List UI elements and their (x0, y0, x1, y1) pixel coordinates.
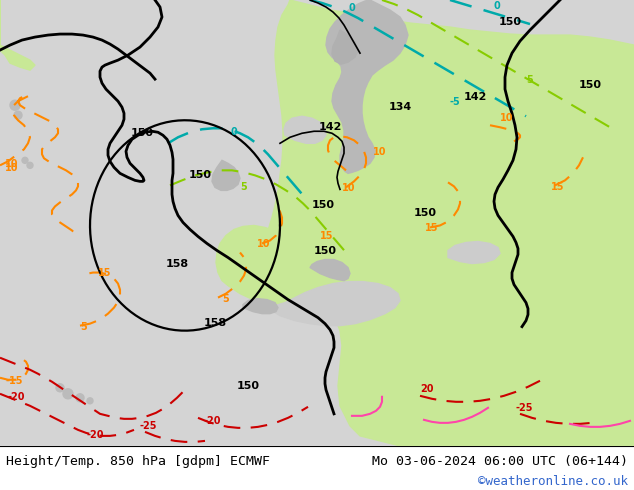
Text: 150: 150 (498, 17, 522, 27)
Circle shape (76, 394, 84, 402)
Text: 10: 10 (342, 183, 356, 194)
Polygon shape (265, 0, 634, 446)
Text: 150: 150 (188, 171, 212, 180)
Polygon shape (332, 30, 358, 64)
Text: 10: 10 (5, 163, 18, 173)
Text: 10: 10 (5, 159, 18, 170)
Text: 5: 5 (223, 294, 230, 304)
Circle shape (10, 100, 20, 110)
Polygon shape (448, 242, 500, 264)
Text: 0: 0 (349, 3, 356, 13)
Text: 15: 15 (551, 182, 565, 193)
Text: 150: 150 (578, 80, 602, 90)
Polygon shape (326, 0, 408, 173)
Text: 10: 10 (500, 113, 514, 123)
Text: 0: 0 (231, 127, 237, 137)
Text: 15: 15 (320, 231, 333, 242)
Text: 158: 158 (165, 259, 188, 269)
Text: 150: 150 (313, 245, 337, 255)
Text: 150: 150 (236, 381, 259, 391)
Text: Mo 03-06-2024 06:00 UTC (06+144): Mo 03-06-2024 06:00 UTC (06+144) (372, 455, 628, 468)
Text: 5: 5 (527, 75, 533, 85)
Text: -5: -5 (450, 97, 460, 107)
Text: 158: 158 (204, 318, 226, 328)
Polygon shape (216, 225, 305, 308)
Polygon shape (243, 298, 278, 314)
Text: 10: 10 (373, 147, 387, 157)
Text: 5: 5 (81, 321, 87, 332)
Text: 142: 142 (463, 92, 487, 102)
Text: 150: 150 (311, 200, 335, 210)
Polygon shape (267, 282, 400, 326)
Text: 134: 134 (389, 102, 411, 112)
Text: 0: 0 (494, 1, 500, 11)
Text: 150: 150 (131, 128, 153, 138)
Text: -20: -20 (8, 392, 25, 402)
Text: -20: -20 (86, 430, 104, 440)
Circle shape (87, 398, 93, 404)
Circle shape (22, 157, 28, 163)
Text: 5: 5 (241, 182, 247, 193)
Text: -20: -20 (204, 416, 221, 426)
Text: 142: 142 (318, 122, 342, 132)
Circle shape (27, 162, 33, 169)
Polygon shape (284, 116, 326, 143)
Text: -15: -15 (5, 376, 22, 386)
Circle shape (56, 384, 64, 392)
Polygon shape (310, 260, 350, 281)
Circle shape (14, 111, 22, 119)
Text: ©weatheronline.co.uk: ©weatheronline.co.uk (478, 475, 628, 489)
Text: 15: 15 (425, 223, 439, 233)
Polygon shape (212, 160, 240, 191)
Text: 15: 15 (98, 268, 112, 277)
Text: 150: 150 (413, 208, 436, 219)
Circle shape (63, 389, 73, 399)
Polygon shape (0, 0, 35, 70)
Text: -25: -25 (139, 421, 157, 431)
Text: -25: -25 (515, 403, 533, 413)
Text: 20: 20 (420, 384, 434, 394)
Text: 10: 10 (257, 240, 271, 249)
Text: Height/Temp. 850 hPa [gdpm] ECMWF: Height/Temp. 850 hPa [gdpm] ECMWF (6, 455, 270, 468)
